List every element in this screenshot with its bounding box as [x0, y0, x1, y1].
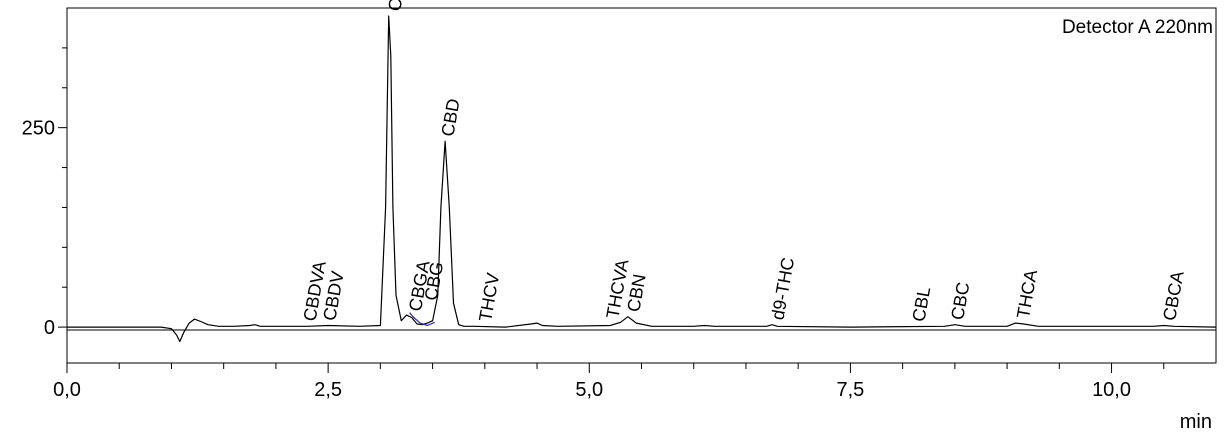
y-tick-label: 250	[22, 118, 55, 140]
peak-label: THCA	[1013, 268, 1041, 320]
x-tick-label: 2,5	[314, 379, 342, 401]
x-tick-label: 0,0	[53, 379, 81, 401]
peak-label-layer: CBDVACBDVCBDACBGACBGCBDTHCVTHCVACBNd9-TH…	[300, 0, 1188, 323]
chromatogram-trace	[67, 15, 1217, 343]
baseline-integration-trace	[409, 312, 435, 327]
peak-label: CBCA	[1159, 269, 1187, 322]
peak-label: CBDA	[384, 0, 412, 13]
y-tick-label: 0	[44, 317, 55, 339]
peak-label: THCV	[475, 271, 503, 323]
peak-label: CBD	[437, 97, 463, 138]
x-tick-label: 10,0	[1092, 379, 1131, 401]
x-tick-label: 7,5	[837, 379, 865, 401]
peak-label: CBC	[947, 280, 973, 321]
x-axis-unit-label: min	[1180, 411, 1212, 433]
series-layer	[67, 15, 1217, 343]
peak-label: CBL	[909, 285, 935, 323]
axis-layer: 0,0 2,5 5,0 7,5 10,0 0 250	[22, 47, 1165, 401]
detector-label: Detector A 220nm	[1062, 17, 1213, 38]
peak-label: d9-THC	[768, 256, 799, 322]
x-tick-label: 5,0	[575, 379, 603, 401]
